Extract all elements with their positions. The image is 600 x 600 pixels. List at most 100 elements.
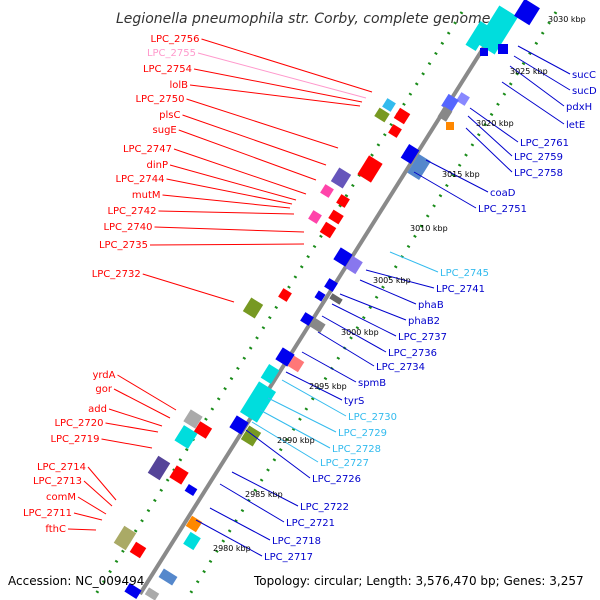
gene-feature [278, 288, 292, 302]
gene-label-left: fthC [45, 524, 66, 535]
gene-feature [193, 421, 213, 439]
map-title: Legionella pneumophila str. Corby, compl… [116, 11, 490, 27]
leader-line [83, 480, 113, 507]
leader-line [87, 466, 117, 501]
leader-line [108, 408, 163, 427]
gene-label-left: lolB [169, 80, 188, 91]
gene-label-right: LPC_2758 [514, 168, 563, 179]
gene-label-left: LPC_2742 [107, 206, 156, 217]
gene-feature [113, 525, 137, 551]
leader-line [467, 115, 513, 157]
leader-line [73, 512, 103, 521]
gene-label-right: letE [566, 120, 585, 131]
gene-feature [333, 247, 353, 267]
leader-line [169, 164, 297, 201]
leader-line [189, 84, 361, 107]
leader-line [186, 98, 339, 149]
gene-feature [357, 155, 383, 183]
gene-label-right: LPC_2718 [272, 536, 321, 547]
gene-feature [183, 409, 203, 429]
kbp-tick-label: 3000 kbp [341, 328, 379, 337]
gene-feature [393, 107, 411, 125]
gene-label-right: LPC_2722 [300, 502, 349, 513]
gene-label-right: LPC_2759 [514, 152, 563, 163]
gene-label-right: LPC_2717 [264, 552, 313, 563]
gene-label-left: LPC_2756 [150, 34, 199, 45]
gene-label-right: spmB [358, 378, 386, 389]
gene-feature [275, 347, 295, 367]
gene-feature [476, 5, 518, 55]
gene-feature [174, 425, 198, 449]
gene-feature [124, 583, 142, 599]
gene-feature [242, 297, 264, 319]
inner-dotted-track [188, 11, 558, 595]
gene-label-right: LPC_2729 [338, 428, 387, 439]
gene-label-right: coaD [490, 188, 516, 199]
kbp-tick-label: 2990 kbp [277, 436, 315, 445]
leader-line [359, 279, 417, 305]
kbp-tick-label: 3020 kbp [476, 119, 514, 128]
gene-label-right: LPC_2761 [520, 138, 569, 149]
gene-feature [260, 364, 280, 384]
leader-line [201, 38, 373, 93]
gene-feature [184, 483, 198, 497]
leader-line [101, 438, 153, 449]
gene-label-left: plsC [159, 110, 180, 121]
gene-label-right: LPC_2737 [398, 332, 447, 343]
leader-line [365, 269, 435, 289]
leader-line [195, 519, 263, 557]
gene-label-right: phaB2 [408, 316, 440, 327]
gene-feature [300, 312, 314, 326]
gene-feature [407, 153, 431, 181]
leader-line [197, 52, 367, 99]
gene-label-right: sucD [572, 86, 597, 97]
leader-line [158, 210, 295, 215]
gene-feature [129, 541, 147, 559]
gene-feature [330, 167, 352, 189]
gene-label-left: LPC_2719 [50, 434, 99, 445]
gene-label-left: LPC_2713 [33, 476, 82, 487]
gene-feature [314, 290, 326, 302]
gene-label-right: sucC [572, 70, 596, 81]
gene-label-right: LPC_2751 [478, 204, 527, 215]
gene-feature [456, 92, 470, 106]
leader-line [425, 159, 489, 193]
leader-line [513, 55, 571, 91]
gene-feature [446, 122, 454, 130]
leader-line [259, 409, 331, 449]
leader-line [331, 303, 397, 337]
gene-feature [480, 48, 488, 56]
leader-line [173, 148, 307, 195]
right-gene-labels: sucC sucD pdxH letE LPC_2761 LPC_2759 LPC_2758… [264, 70, 597, 563]
leader-line [162, 194, 291, 209]
leader-line [413, 171, 477, 209]
gene-feature [229, 415, 249, 435]
leader-line [267, 397, 337, 433]
label-leader-lines [67, 38, 571, 557]
leader-line [245, 429, 311, 479]
gene-feature [147, 455, 171, 481]
leader-line [509, 65, 565, 107]
leader-line [142, 273, 235, 303]
gene-label-left: LPC_2750 [135, 94, 184, 105]
gene-features [113, 0, 540, 600]
leader-line [301, 351, 357, 383]
gene-feature [498, 44, 508, 54]
gene-label-left: add [88, 404, 107, 415]
gene-feature [308, 317, 326, 333]
leader-line [219, 483, 285, 523]
gene-label-left: LPC_2735 [99, 240, 148, 251]
leader-line [389, 251, 439, 273]
leader-line [166, 178, 293, 205]
kbp-tick-label: 2980 kbp [213, 544, 251, 553]
gene-label-right: phaB [418, 300, 444, 311]
gene-label-right: LPC_2727 [320, 458, 369, 469]
leader-line [193, 68, 363, 103]
leader-line [67, 528, 97, 531]
gene-feature [158, 568, 178, 586]
left-gene-labels: LPC_2756 LPC_2755 LPC_2754 lolB LPC_2750 plsC… [23, 34, 200, 535]
gene-feature [287, 355, 305, 373]
gene-feature [324, 278, 338, 292]
gene-label-right: tyrS [344, 396, 364, 407]
leader-line [285, 371, 343, 401]
